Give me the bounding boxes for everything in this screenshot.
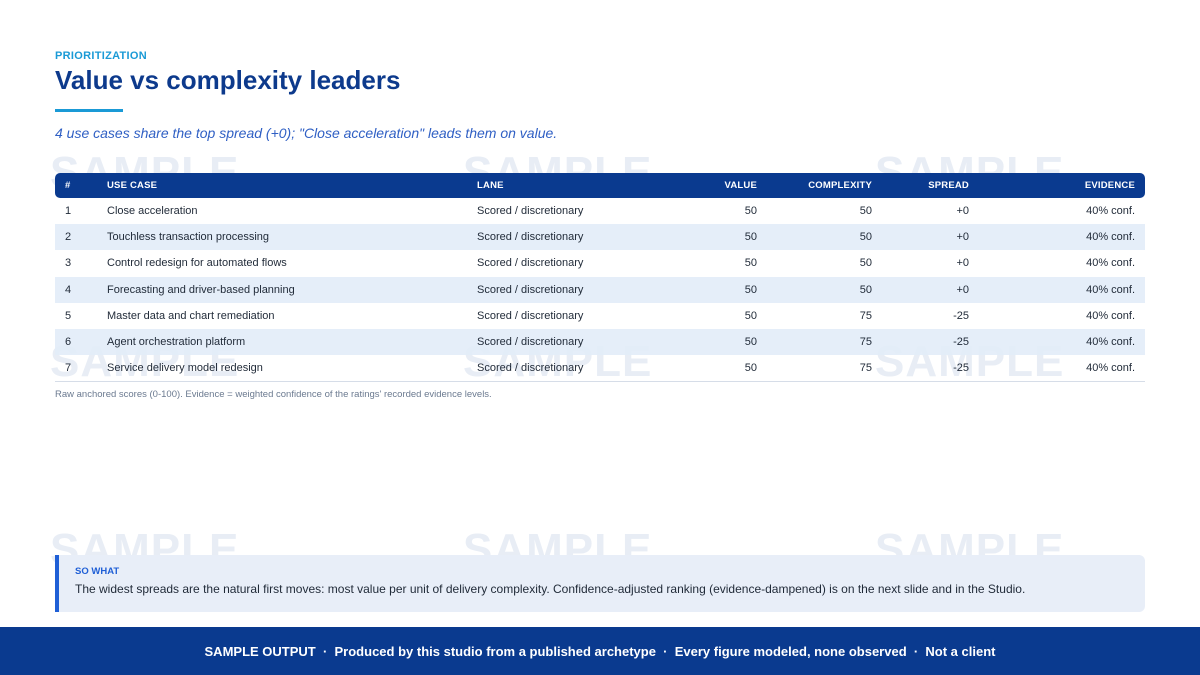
row-lane: Scored / discretionary — [467, 355, 667, 383]
row-value: 50 — [744, 309, 757, 322]
row-use-case: Close acceleration — [107, 205, 198, 218]
row-index: 2 — [55, 224, 97, 251]
row-complexity: 50 — [859, 257, 872, 270]
row-lane: Scored / discretionary — [477, 205, 584, 218]
table-row: 4 Forecasting and driver-based planning … — [55, 276, 1145, 303]
column-header-complexity: COMPLEXITY — [808, 180, 872, 191]
row-value: 50 — [744, 257, 757, 270]
row-spread: -25 — [882, 328, 979, 356]
row-value: 50 — [667, 355, 767, 383]
row-complexity: 75 — [859, 309, 872, 322]
row-complexity: 50 — [767, 224, 882, 251]
row-value: 50 — [667, 276, 767, 303]
so-what-callout: SO WHAT The widest spreads are the natur… — [55, 555, 1145, 612]
page-subtitle: 4 use cases share the top spread (+0); "… — [55, 125, 558, 141]
row-spread: +0 — [956, 205, 969, 218]
row-value: 50 — [667, 224, 767, 251]
table-row: 6 Agent orchestration platform Scored / … — [55, 328, 1145, 356]
table-row: 2 Touchless transaction processing Score… — [55, 224, 1145, 251]
table-header-row: # USE CASE LANE VALUE COMPLEXITY SPREAD … — [55, 173, 1145, 198]
row-spread: +0 — [882, 276, 979, 303]
row-lane: Scored / discretionary — [467, 224, 667, 251]
row-evidence: 40% conf. — [979, 328, 1145, 356]
watermark: SAMPLE — [875, 148, 1065, 197]
row-use-case: Control redesign for automated flows — [107, 257, 287, 270]
row-index: 1 — [65, 205, 72, 218]
footer-banner: SAMPLE OUTPUT · Produced by this studio … — [0, 627, 1200, 675]
row-use-case: Master data and chart remediation — [107, 309, 275, 322]
row-index: 6 — [55, 328, 97, 356]
table-row: 5 Master data and chart remediation Scor… — [55, 303, 1145, 329]
callout-accent-bar — [55, 555, 59, 612]
table-footnote: Raw anchored scores (0-100). Evidence = … — [55, 389, 492, 400]
row-evidence: 40% conf. — [1086, 205, 1135, 218]
row-lane: Scored / discretionary — [467, 276, 667, 303]
column-header-index: # — [65, 180, 71, 191]
row-evidence: 40% conf. — [979, 224, 1145, 251]
table-row: 7 Service delivery model redesign Scored… — [55, 355, 1145, 383]
row-spread: -25 — [882, 355, 979, 383]
row-spread: -25 — [953, 309, 969, 322]
page-title: Value vs complexity leaders — [55, 65, 401, 95]
row-lane: Scored / discretionary — [477, 257, 584, 270]
row-evidence: 40% conf. — [979, 276, 1145, 303]
column-header-use-case: USE CASE — [107, 180, 158, 191]
callout-text: The widest spreads are the natural first… — [75, 582, 1026, 596]
row-use-case: Touchless transaction processing — [97, 224, 467, 251]
row-use-case: Service delivery model redesign — [97, 355, 467, 383]
row-index: 3 — [65, 257, 72, 270]
watermark: SAMPLE — [50, 148, 240, 197]
row-evidence: 40% conf. — [979, 355, 1145, 383]
row-index: 5 — [65, 309, 72, 322]
row-evidence: 40% conf. — [1086, 257, 1135, 270]
column-header-evidence: EVIDENCE — [1084, 180, 1135, 191]
row-index: 7 — [55, 355, 97, 383]
row-use-case: Forecasting and driver-based planning — [97, 276, 467, 303]
callout-label: SO WHAT — [75, 566, 120, 577]
row-value: 50 — [744, 205, 757, 218]
column-header-spread: SPREAD — [928, 180, 969, 191]
row-spread: +0 — [882, 224, 979, 251]
row-value: 50 — [667, 328, 767, 356]
table-row: 3 Control redesign for automated flows S… — [55, 250, 1145, 276]
section-eyebrow: PRIORITIZATION — [55, 50, 147, 62]
watermark: SAMPLE — [463, 148, 653, 197]
row-complexity: 50 — [859, 205, 872, 218]
use-case-table: # USE CASE LANE VALUE COMPLEXITY SPREAD … — [55, 173, 1145, 383]
row-lane: Scored / discretionary — [467, 328, 667, 356]
row-complexity: 50 — [767, 276, 882, 303]
row-index: 4 — [55, 276, 97, 303]
table-row: 1 Close acceleration Scored / discretion… — [55, 198, 1145, 224]
column-header-lane: LANE — [477, 180, 504, 191]
row-spread: +0 — [956, 257, 969, 270]
column-header-value: VALUE — [724, 180, 757, 191]
row-use-case: Agent orchestration platform — [97, 328, 467, 356]
row-complexity: 75 — [767, 328, 882, 356]
title-underline — [55, 109, 123, 112]
row-evidence: 40% conf. — [1086, 309, 1135, 322]
footer-text: SAMPLE OUTPUT · Produced by this studio … — [204, 643, 996, 659]
row-complexity: 75 — [767, 355, 882, 383]
row-lane: Scored / discretionary — [477, 309, 584, 322]
